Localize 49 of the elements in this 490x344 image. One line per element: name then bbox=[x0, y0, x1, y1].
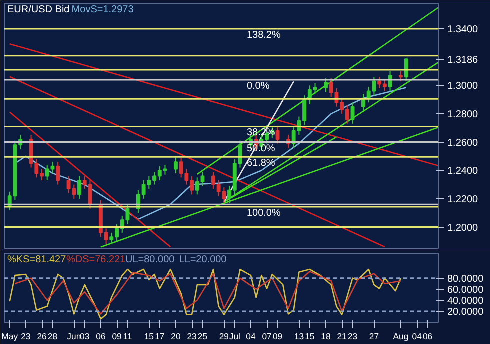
annotation: 0.0% bbox=[246, 80, 270, 92]
x-tick-label: 11 bbox=[123, 332, 132, 342]
x-tick-label: Jul bbox=[229, 332, 241, 342]
text: MovS=1.2973 bbox=[72, 4, 134, 16]
y-tick-label: 40.0000 bbox=[448, 296, 484, 307]
x-tick-label: 29 bbox=[219, 332, 230, 342]
annotation: 138.2% bbox=[246, 30, 281, 41]
x-tick-label: 09 bbox=[112, 332, 122, 342]
chart-title: EUR/USD Bid bbox=[8, 4, 70, 16]
x-tick-label: 27 bbox=[369, 332, 380, 342]
x-tick-label: 25 bbox=[198, 332, 208, 342]
series-label: %DS=76.221 bbox=[66, 254, 126, 266]
x-tick-label: 03 bbox=[80, 332, 90, 342]
x-tick-label: Aug bbox=[393, 332, 409, 342]
x-tick-label: 06 bbox=[96, 332, 106, 342]
y-tick-label: 80.0000 bbox=[448, 274, 484, 285]
x-tick-label: 23 bbox=[348, 332, 358, 342]
x-tick-label: 26 bbox=[37, 332, 48, 342]
x-tick-label: 06 bbox=[422, 332, 433, 342]
x-tick-label: 21 bbox=[337, 332, 348, 342]
x-tick-label: 04 bbox=[246, 332, 256, 342]
x-tick-label: 17 bbox=[155, 332, 165, 342]
y-tick-label: 1.2200 bbox=[448, 194, 479, 206]
y-tick-label: 60.0000 bbox=[448, 284, 484, 296]
x-tick-label: 23 bbox=[21, 332, 31, 342]
y-tick-label: 1.2800 bbox=[448, 109, 479, 120]
x-tick-label: 28 bbox=[48, 332, 58, 342]
x-tick-label: May bbox=[2, 332, 19, 342]
x-tick-label: 13 bbox=[294, 332, 304, 342]
x-tick-label: 20 bbox=[171, 332, 181, 342]
x-tick-label: 18 bbox=[321, 332, 331, 342]
ref-line-label: UL=80.000 bbox=[126, 254, 176, 266]
y-tick-label: 1.3000 bbox=[448, 81, 479, 92]
y-tick-label: 1.2400 bbox=[448, 166, 479, 178]
y-tick-label: 1.3186 bbox=[448, 54, 479, 66]
ref-line-label: LL=20.000 bbox=[179, 254, 228, 266]
x-tick-label: 15 bbox=[305, 332, 315, 342]
x-tick-label: 15 bbox=[144, 332, 154, 342]
annotation: 100.0% bbox=[246, 208, 281, 220]
y-tick-label: 20.0000 bbox=[448, 306, 484, 318]
y-tick-label: 1.2000 bbox=[448, 222, 479, 234]
series-label: %KS=81.427 bbox=[8, 254, 67, 266]
y-tick-label: 1.3400 bbox=[448, 24, 479, 36]
x-tick-label: 04 bbox=[412, 332, 422, 342]
y-tick-label: 1.2600 bbox=[448, 138, 479, 149]
x-tick-label: 09 bbox=[272, 332, 283, 342]
x-tick-label: Jun bbox=[67, 332, 82, 342]
x-tick-label: 07 bbox=[262, 332, 272, 342]
x-tick-label: 23 bbox=[187, 332, 198, 342]
